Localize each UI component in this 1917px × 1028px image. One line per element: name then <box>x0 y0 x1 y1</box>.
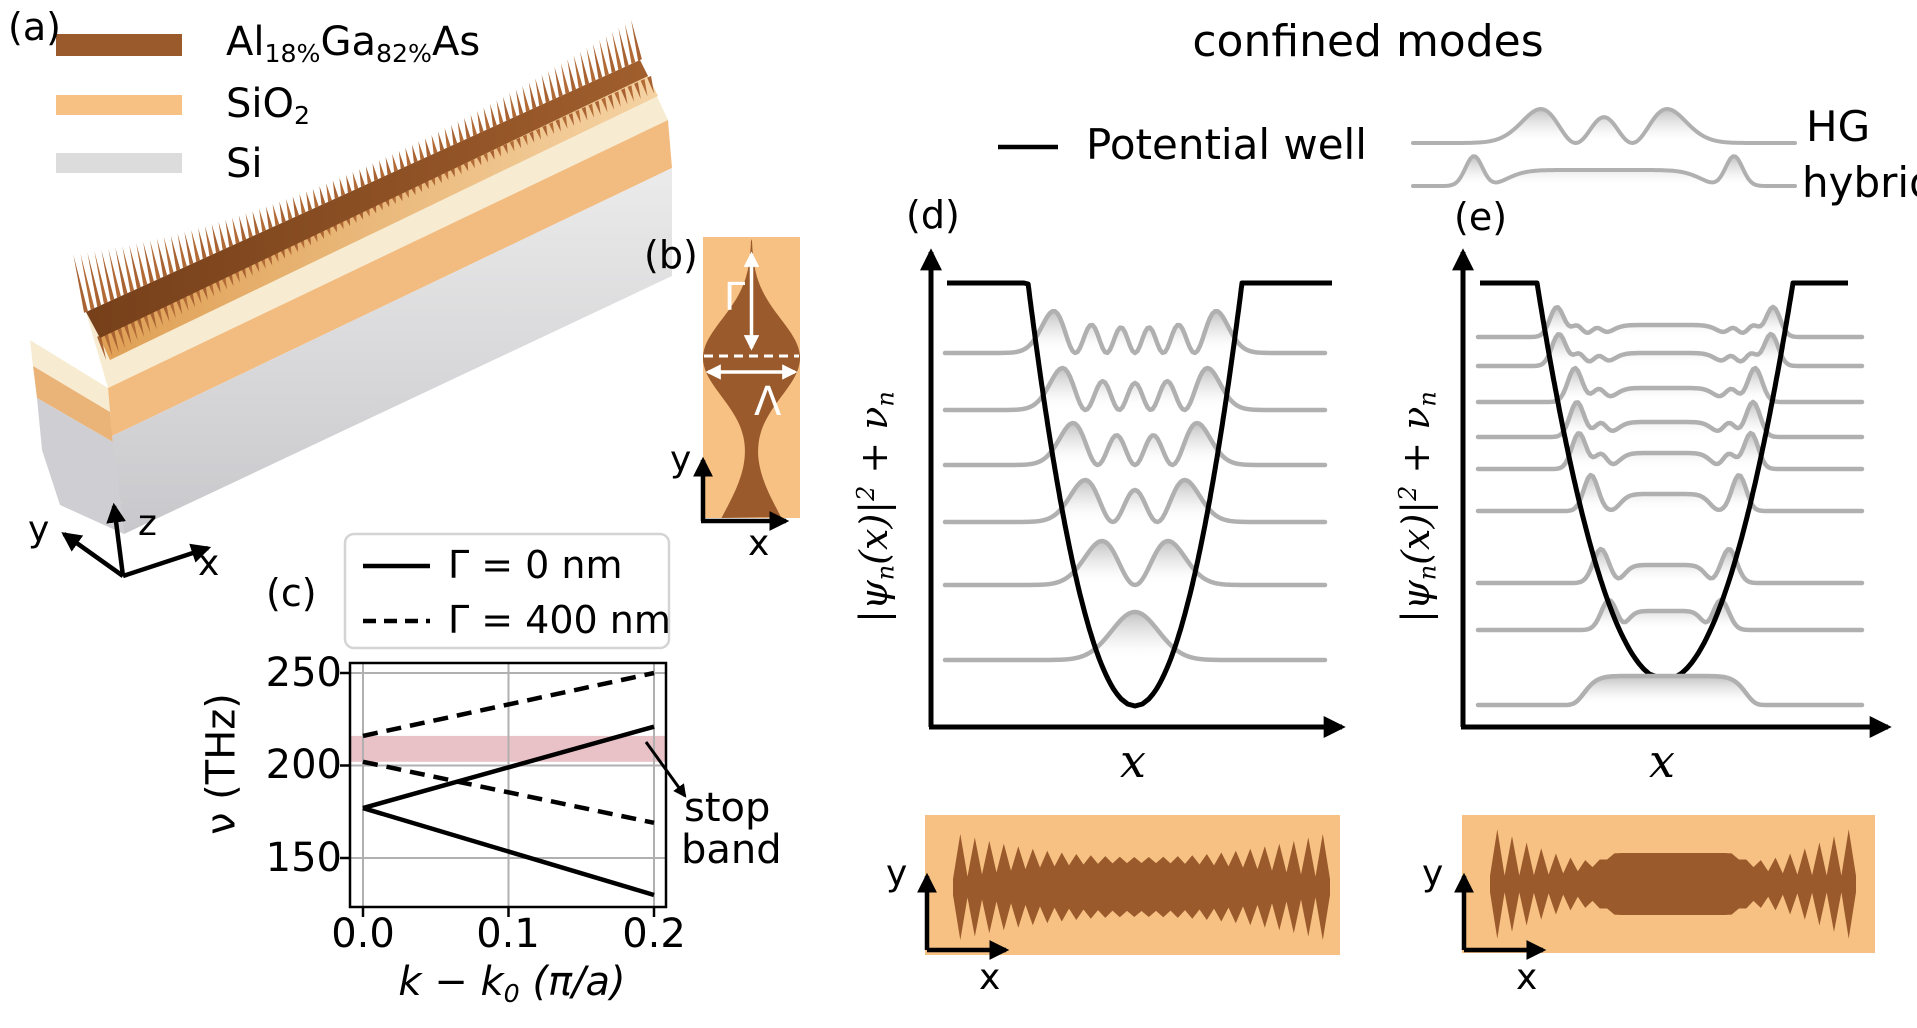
d-ylabel-sub2: n <box>871 391 900 407</box>
d-ylabel: |ψn(x)|2 + νn <box>851 391 900 623</box>
axis-b-x-label: x <box>748 523 770 564</box>
legend-c <box>343 532 671 650</box>
sio2-sub: 2 <box>294 101 311 131</box>
legend-a-swatches <box>56 34 182 173</box>
panel-e-label: (e) <box>1454 195 1508 239</box>
axis-a-x-label: x <box>198 543 220 584</box>
fishbone-teeth <box>73 19 655 361</box>
e-ylabel-sub1: n <box>1413 564 1442 581</box>
legend-c-solid-label: Γ = 0 nm <box>448 543 623 587</box>
e-xlabel: x <box>1649 734 1675 788</box>
ytick-250: 250 <box>265 650 342 696</box>
mode-stack-d <box>919 248 1346 739</box>
legend-a-sio2-label: SiO2 <box>226 84 310 129</box>
e-ylabel-sub2: n <box>1413 391 1442 407</box>
d-ylabel-sub1: n <box>871 564 900 581</box>
panel-d-label: (d) <box>906 193 960 237</box>
pattern-bottom-right <box>1454 815 1875 960</box>
sio2-pre: SiO <box>226 81 294 127</box>
bottom-left-axis-x-label: x <box>979 957 1001 998</box>
potential-well-legend-label: Potential well <box>1086 120 1367 169</box>
algaas-sub2: 82% <box>375 39 432 69</box>
e-ylabel: |ψn(x)|2 + νn <box>1393 391 1442 623</box>
bottom-right-axis-y-label: y <box>1422 853 1444 894</box>
legend-a-algaas-label: Al18%Ga82%As <box>226 22 480 67</box>
c-ylabel: ν (THz) <box>198 693 245 835</box>
d-ylabel-p2: (x)| <box>852 500 897 565</box>
pattern-bottom-left <box>917 815 1340 960</box>
d-ylabel-p1: |ψ <box>852 580 897 623</box>
confined-modes-title: confined modes <box>1192 16 1544 67</box>
stopband-annotation-line2: band <box>681 827 782 873</box>
xtick-0.2: 0.2 <box>622 911 686 957</box>
axis-a-y-label: y <box>28 509 50 550</box>
algaas-sub1: 18% <box>264 39 321 69</box>
axis-a-z-label: z <box>138 503 157 544</box>
panel-c-label: (c) <box>266 571 317 615</box>
mode-stack-e <box>1451 248 1892 739</box>
e-ylabel-p2: (x)| <box>1394 500 1439 565</box>
axes-a <box>61 502 212 579</box>
3d-waveguide-illustration <box>30 19 672 534</box>
c-xlabel-post: (π/a) <box>519 959 626 1005</box>
e-ylabel-p1: |ψ <box>1394 580 1439 623</box>
ytick-200: 200 <box>265 742 342 788</box>
d-ylabel-sup: 2 <box>851 485 880 501</box>
stopband-annotation-line1: stop <box>684 785 771 831</box>
panel-b-label: (b) <box>644 233 698 277</box>
c-xlabel-sub: 0 <box>503 979 520 1009</box>
e-ylabel-sup: 2 <box>1393 485 1422 501</box>
ytick-150: 150 <box>265 835 342 881</box>
d-ylabel-p3: + ν <box>852 406 897 486</box>
legend-a-si-label: Si <box>226 141 263 187</box>
panel-a-label: (a) <box>8 5 61 49</box>
bottom-left-axis-y-label: y <box>886 853 908 894</box>
xtick-0.1: 0.1 <box>476 911 540 957</box>
algaas-post: As <box>431 19 481 65</box>
xtick-0.0: 0.0 <box>331 911 395 957</box>
hg-label: HG <box>1806 102 1871 151</box>
gamma-symbol: Γ <box>724 275 746 319</box>
bottom-right-axis-x-label: x <box>1516 957 1538 998</box>
c-xlabel: k − k0 (π/a) <box>398 962 625 1007</box>
dispersion-plot-c <box>340 661 687 917</box>
hybrid-label: hybrid <box>1802 158 1917 207</box>
axis-b-y-label: y <box>670 439 692 480</box>
legend-c-dashed-label: Γ = 400 nm <box>448 598 671 642</box>
e-ylabel-p3: + ν <box>1394 406 1439 486</box>
unit-cell-b <box>693 237 800 531</box>
lambda-symbol: Λ <box>754 379 782 425</box>
algaas-pre: Al <box>226 19 265 65</box>
c-xlabel-pre: k − k <box>398 959 504 1005</box>
algaas-mid: Ga <box>320 19 376 65</box>
d-xlabel: x <box>1120 734 1146 788</box>
header-mode-examples <box>998 107 1797 188</box>
